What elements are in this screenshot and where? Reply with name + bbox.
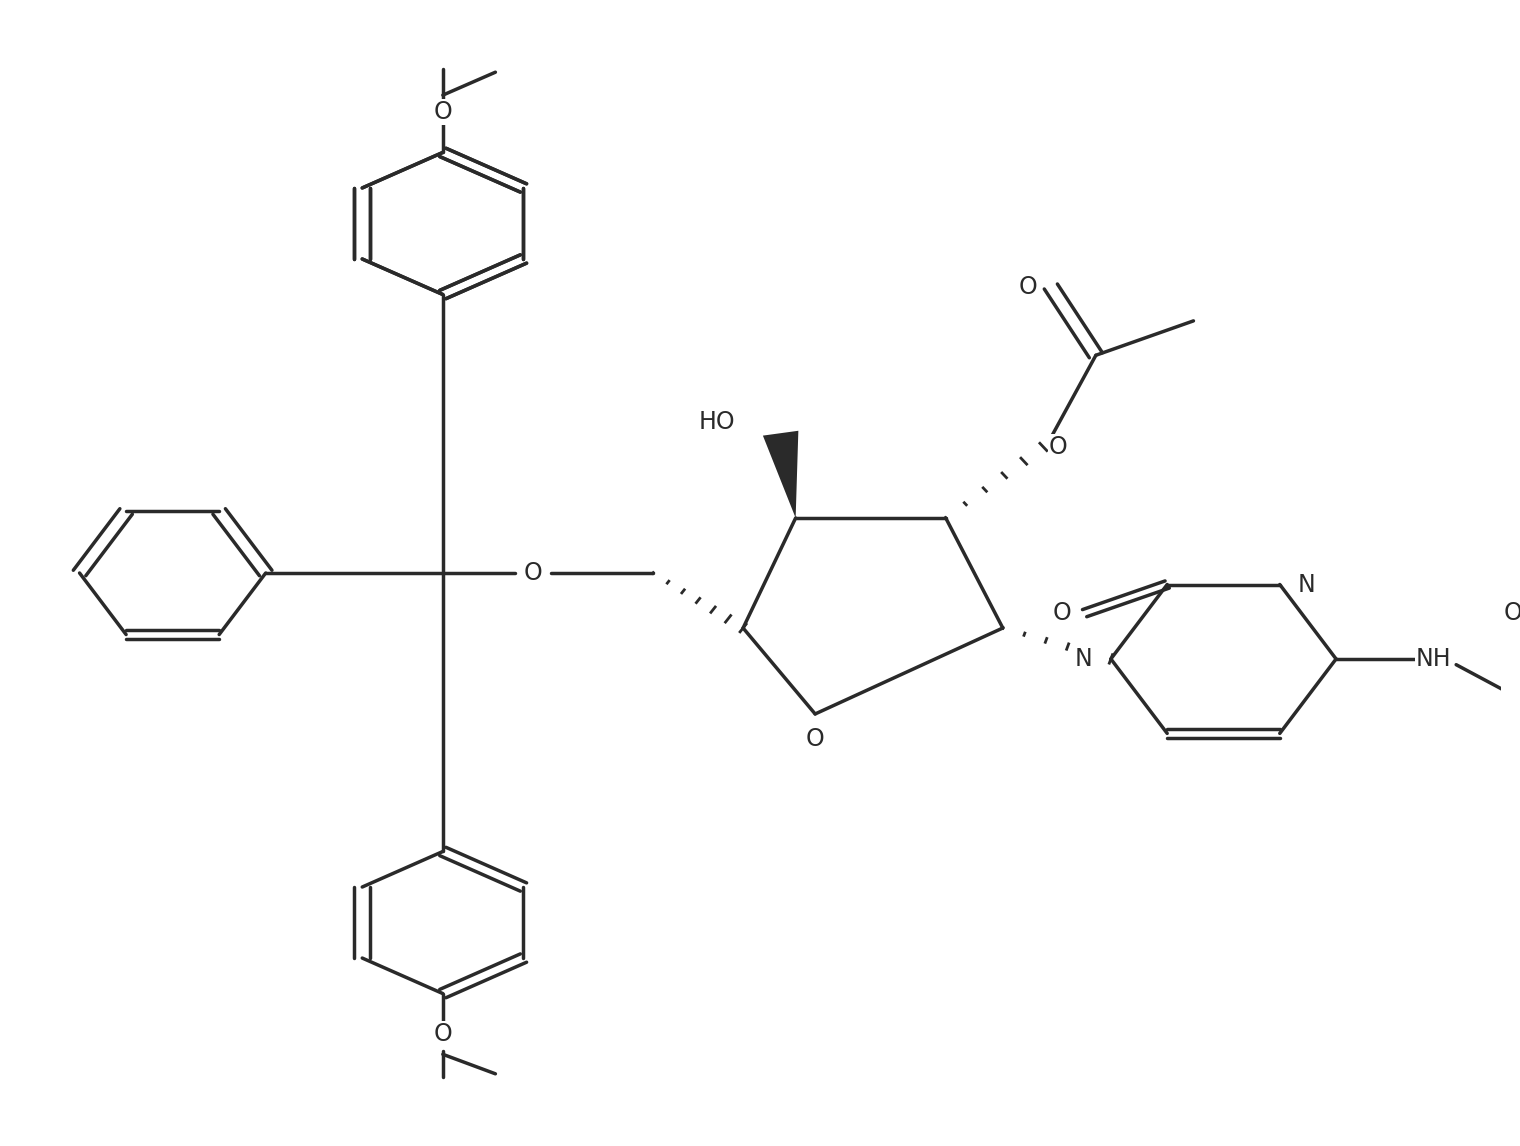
Text: O: O xyxy=(433,1022,453,1045)
Text: O: O xyxy=(1503,602,1520,625)
Text: NH: NH xyxy=(1415,647,1452,670)
Polygon shape xyxy=(763,431,798,518)
Text: N: N xyxy=(1298,573,1316,597)
Text: HO: HO xyxy=(699,410,736,433)
Text: N: N xyxy=(1075,647,1093,670)
Text: O: O xyxy=(806,728,824,751)
Text: O: O xyxy=(1049,435,1067,458)
Text: O: O xyxy=(433,101,453,124)
Text: O: O xyxy=(523,562,543,584)
Text: O: O xyxy=(1053,602,1072,626)
Text: O: O xyxy=(1018,275,1038,298)
